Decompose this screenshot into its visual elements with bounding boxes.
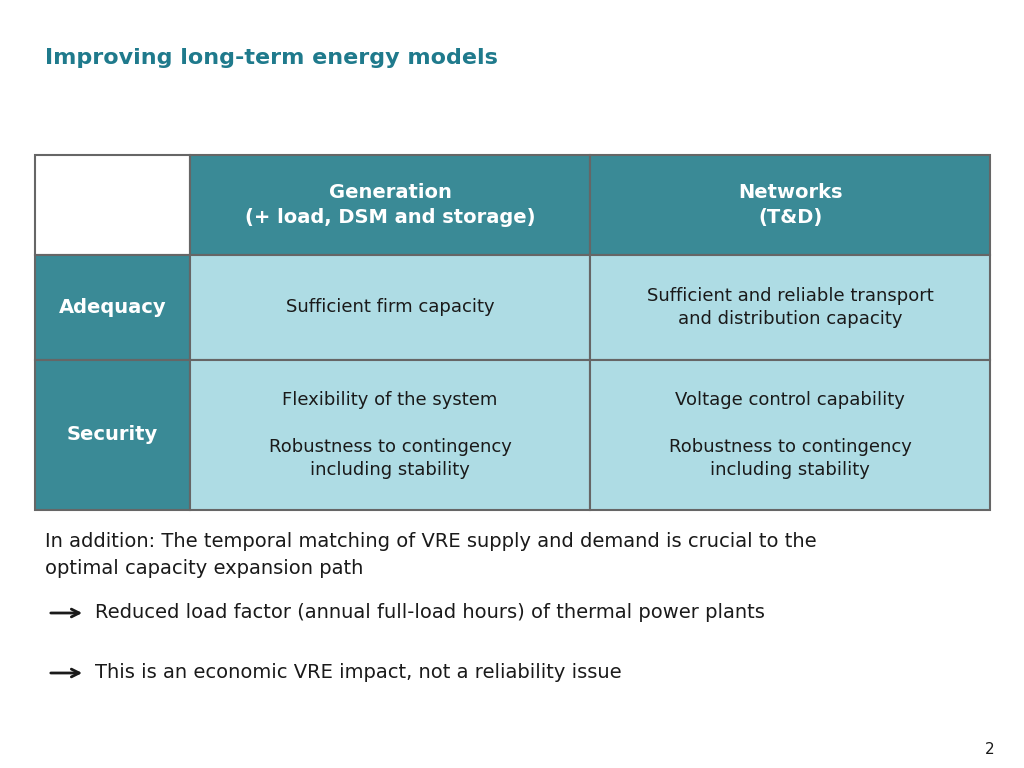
Bar	[190, 155, 590, 255]
Text: 2: 2	[985, 743, 994, 757]
Text: Sufficient and reliable transport
and distribution capacity: Sufficient and reliable transport and di…	[646, 286, 933, 328]
Bar	[35, 255, 190, 360]
Bar	[190, 255, 590, 360]
Text: In addition: The temporal matching of VRE supply and demand is crucial to the
op: In addition: The temporal matching of VR…	[45, 532, 816, 578]
Text: Improving long-term energy models: Improving long-term energy models	[45, 48, 498, 68]
Bar	[35, 360, 190, 510]
Bar	[590, 360, 990, 510]
Text: Reduced load factor (annual full-load hours) of thermal power plants: Reduced load factor (annual full-load ho…	[95, 604, 765, 623]
Text: Flexibility of the system

Robustness to contingency
including stability: Flexibility of the system Robustness to …	[268, 391, 511, 479]
Text: Sufficient firm capacity: Sufficient firm capacity	[286, 299, 495, 316]
Bar	[190, 360, 590, 510]
Bar	[590, 255, 990, 360]
Bar	[35, 155, 190, 255]
Text: Adequacy: Adequacy	[58, 298, 166, 317]
Text: Voltage control capability

Robustness to contingency
including stability: Voltage control capability Robustness to…	[669, 391, 911, 479]
Bar	[590, 155, 990, 255]
Text: This is an economic VRE impact, not a reliability issue: This is an economic VRE impact, not a re…	[95, 664, 622, 683]
Text: Networks
(T&D): Networks (T&D)	[737, 183, 843, 227]
Text: Generation
(+ load, DSM and storage): Generation (+ load, DSM and storage)	[245, 183, 536, 227]
Text: Security: Security	[67, 425, 158, 445]
